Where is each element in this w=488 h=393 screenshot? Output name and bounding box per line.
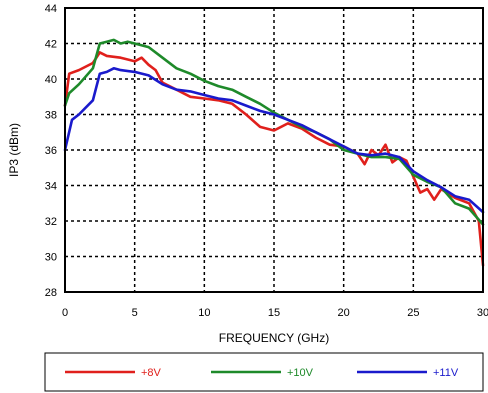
legend-label-2: +11V	[433, 367, 459, 379]
series-line-0	[63, 51, 485, 267]
series-line-2	[63, 67, 485, 214]
y-tick-label-5: 38	[45, 110, 57, 122]
y-tick-label-0: 28	[45, 287, 57, 299]
y-tick-label-4: 36	[45, 145, 57, 157]
x-tick-label-4: 20	[338, 307, 350, 319]
y-tick-label-1: 30	[45, 252, 57, 264]
x-tick-label-1: 5	[132, 307, 138, 319]
x-tick-label-3: 15	[268, 307, 280, 319]
series-line-1	[63, 38, 485, 226]
y-axis-label: IP3 (dBm)	[7, 123, 21, 177]
y-tick-label-6: 40	[45, 74, 57, 86]
y-tick-label-8: 44	[45, 3, 57, 15]
x-tick-label-6: 30	[477, 307, 488, 319]
x-axis-label: FREQUENCY (GHz)	[219, 331, 329, 345]
x-tick-label-5: 25	[407, 307, 419, 319]
series-lines	[63, 38, 485, 267]
legend-label-1: +10V	[287, 367, 314, 379]
y-tick-labels: 28 30 32 34 36 38 40 42 44	[45, 3, 57, 299]
legend: +8V +10V +11V	[44, 352, 484, 392]
x-tick-label-2: 10	[198, 307, 210, 319]
x-tick-label-0: 0	[62, 307, 68, 319]
y-tick-label-3: 34	[45, 181, 57, 193]
y-tick-label-2: 32	[45, 216, 57, 228]
x-tick-labels: 0 5 10 15 20 25 30	[62, 307, 488, 319]
plot-frame	[64, 7, 484, 293]
grid-lines	[65, 8, 483, 292]
legend-label-0: +8V	[141, 367, 162, 379]
y-tick-label-7: 42	[45, 39, 57, 51]
